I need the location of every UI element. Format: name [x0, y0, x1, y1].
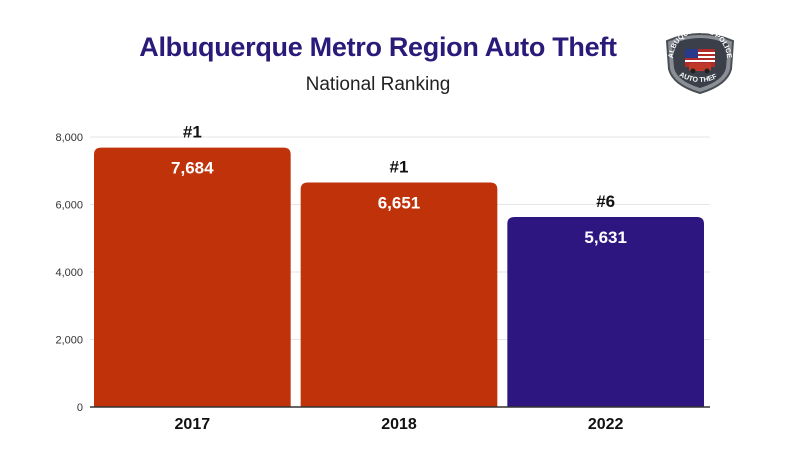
police-badge-logo: ALBUQUERQUE POLICE AUTO THEFT: [661, 25, 735, 95]
bar: [507, 216, 704, 407]
bar-value-label: 7,684: [171, 159, 214, 178]
bar-value-label: 5,631: [584, 228, 627, 247]
rank-label: #1: [183, 123, 202, 142]
y-tick-label: 4,000: [55, 267, 83, 279]
bar-value-label: 6,651: [378, 194, 421, 213]
rank-label: #6: [596, 192, 615, 211]
chart-subtitle: National Ranking: [305, 74, 451, 95]
y-tick-label: 6,000: [55, 200, 83, 212]
chart-title: Albuquerque Metro Region Auto Theft: [139, 32, 617, 62]
x-tick-label: 2018: [381, 416, 417, 433]
x-tick-label: 2022: [588, 416, 624, 433]
rank-label: #1: [390, 158, 409, 177]
x-tick-label: 2017: [175, 416, 211, 433]
y-tick-label: 0: [77, 402, 83, 414]
y-tick-label: 2,000: [55, 335, 83, 347]
bar: [300, 182, 498, 407]
y-tick-label: 8,000: [55, 132, 83, 144]
bar: [94, 147, 291, 408]
